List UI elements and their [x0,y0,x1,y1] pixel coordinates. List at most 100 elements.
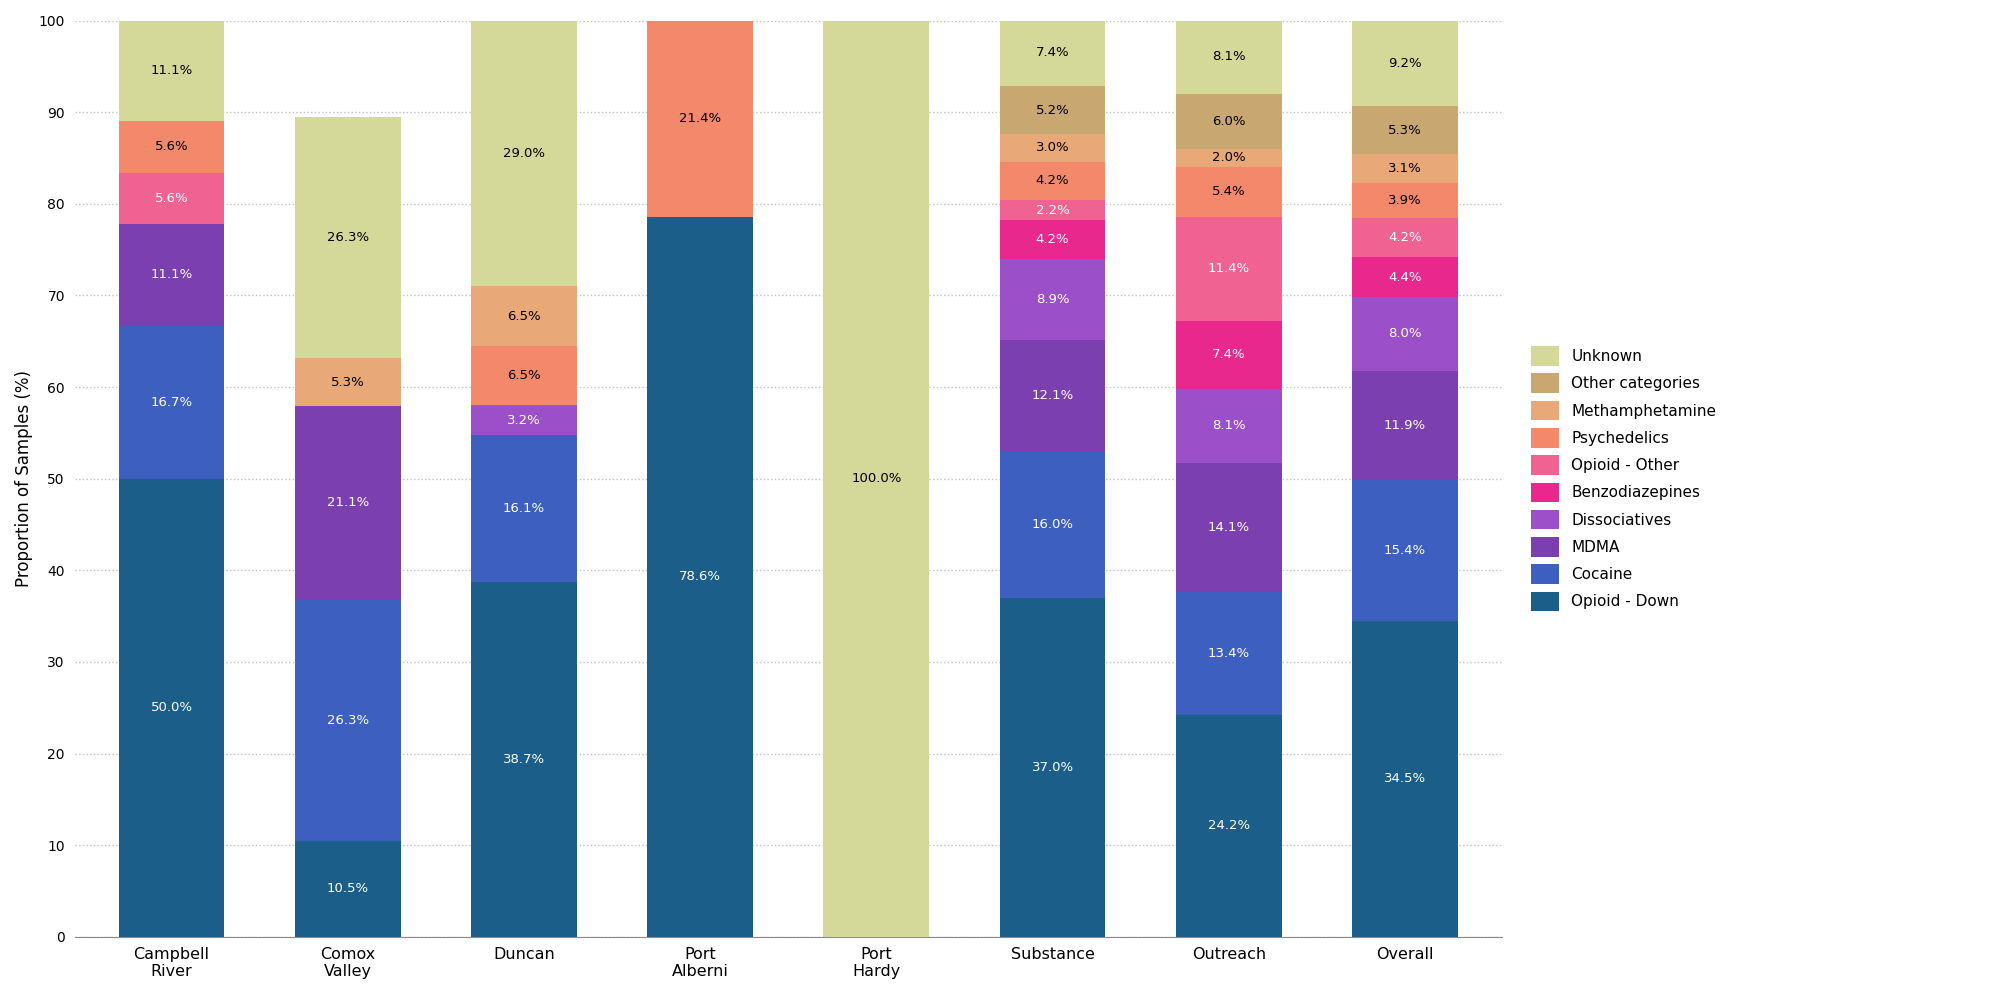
Text: 6.5%: 6.5% [508,369,540,382]
Text: 78.6%: 78.6% [680,571,722,583]
Text: 4.4%: 4.4% [1388,270,1422,283]
Text: 11.4%: 11.4% [1208,262,1250,275]
Text: 34.5%: 34.5% [1384,772,1426,785]
Text: 15.4%: 15.4% [1384,544,1426,557]
Bar [1176,715,1282,937]
Bar [472,346,576,406]
Bar [648,217,754,937]
Text: 21.1%: 21.1% [326,496,368,510]
Bar [118,173,224,224]
Bar [118,20,224,121]
Text: 9.2%: 9.2% [1388,57,1422,70]
Text: 38.7%: 38.7% [502,753,546,766]
Text: 10.5%: 10.5% [326,883,368,896]
Text: 11.9%: 11.9% [1384,418,1426,431]
Bar [1352,297,1458,371]
Text: 8.9%: 8.9% [1036,293,1070,306]
Bar [824,21,930,937]
Bar [1176,463,1282,592]
Bar [1352,371,1458,480]
Text: 3.1%: 3.1% [1388,162,1422,175]
Bar [1352,22,1458,105]
Text: 2.0%: 2.0% [1212,151,1246,164]
Bar [472,286,576,346]
Bar [472,406,576,434]
Bar [1176,217,1282,321]
Text: 5.6%: 5.6% [154,192,188,205]
Bar [1352,105,1458,154]
Text: 4.2%: 4.2% [1036,233,1070,246]
Bar [118,479,224,937]
Text: 100.0%: 100.0% [852,472,902,485]
Bar [1000,19,1106,86]
Text: 13.4%: 13.4% [1208,647,1250,660]
Text: 11.1%: 11.1% [150,268,192,281]
Text: 21.4%: 21.4% [680,112,722,125]
Text: 26.3%: 26.3% [326,231,368,244]
Bar [472,434,576,582]
Legend: Unknown, Other categories, Methamphetamine, Psychedelics, Opioid - Other, Benzod: Unknown, Other categories, Methamphetami… [1524,339,1724,619]
Bar [294,407,400,599]
Text: 3.9%: 3.9% [1388,194,1422,207]
Text: 26.3%: 26.3% [326,714,368,727]
Bar [1352,219,1458,256]
Bar [294,841,400,937]
Text: 29.0%: 29.0% [502,147,544,160]
Bar [472,582,576,937]
Bar [648,21,754,217]
Text: 11.1%: 11.1% [150,64,192,77]
Text: 8.0%: 8.0% [1388,327,1422,340]
Text: 16.7%: 16.7% [150,396,192,409]
Y-axis label: Proportion of Samples (%): Proportion of Samples (%) [14,370,32,587]
Bar [118,224,224,326]
Bar [118,326,224,479]
Bar [1176,149,1282,167]
Bar [1176,167,1282,217]
Text: 16.0%: 16.0% [1032,518,1074,531]
Bar [294,358,400,407]
Bar [1176,20,1282,93]
Bar [1000,221,1106,258]
Bar [1352,154,1458,183]
Text: 24.2%: 24.2% [1208,819,1250,833]
Text: 3.0%: 3.0% [1036,141,1070,154]
Bar [1000,86,1106,134]
Text: 14.1%: 14.1% [1208,521,1250,534]
Bar [472,21,576,286]
Text: 2.2%: 2.2% [1036,204,1070,217]
Bar [1000,134,1106,162]
Text: 7.4%: 7.4% [1212,349,1246,362]
Text: 5.4%: 5.4% [1212,185,1246,199]
Text: 6.0%: 6.0% [1212,114,1246,128]
Bar [1000,451,1106,597]
Bar [1000,258,1106,340]
Text: 3.2%: 3.2% [508,414,540,426]
Bar [294,116,400,358]
Text: 50.0%: 50.0% [150,702,192,715]
Bar [294,599,400,841]
Bar [1000,597,1106,937]
Bar [1176,321,1282,389]
Text: 5.6%: 5.6% [154,140,188,153]
Text: 5.3%: 5.3% [330,376,364,389]
Text: 5.3%: 5.3% [1388,123,1422,136]
Bar [118,121,224,173]
Text: 8.1%: 8.1% [1212,419,1246,432]
Bar [1352,480,1458,620]
Bar [1176,93,1282,149]
Text: 4.2%: 4.2% [1388,232,1422,245]
Text: 37.0%: 37.0% [1032,760,1074,774]
Text: 8.1%: 8.1% [1212,50,1246,64]
Text: 12.1%: 12.1% [1032,390,1074,403]
Bar [1000,340,1106,451]
Bar [1352,620,1458,937]
Bar [1352,183,1458,219]
Bar [1176,592,1282,715]
Bar [1176,389,1282,463]
Bar [1352,256,1458,297]
Text: 16.1%: 16.1% [502,502,546,515]
Text: 7.4%: 7.4% [1036,46,1070,59]
Bar [1000,200,1106,221]
Text: 4.2%: 4.2% [1036,174,1070,187]
Text: 5.2%: 5.2% [1036,103,1070,117]
